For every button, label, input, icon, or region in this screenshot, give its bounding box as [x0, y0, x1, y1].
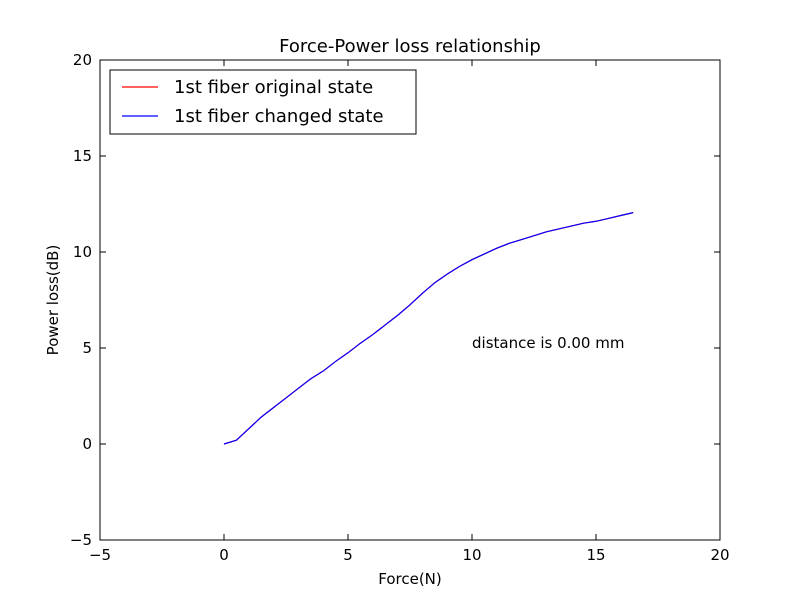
x-tick-label: 0: [219, 546, 229, 564]
legend-label-1: 1st fiber original state: [174, 77, 373, 98]
y-tick-label: −5: [70, 531, 92, 549]
x-tick-label: 10: [462, 546, 481, 564]
series-line-2: [223, 212, 634, 445]
legend-label-2: 1st fiber changed state: [174, 106, 384, 127]
legend: 1st fiber original state 1st fiber change…: [109, 69, 417, 135]
axes-frame: [99, 59, 721, 541]
y-tick-label: 0: [82, 435, 92, 453]
x-tick-label: 5: [343, 546, 353, 564]
legend-box: [109, 69, 417, 135]
annotation-text: distance is 0.00 mm: [472, 334, 624, 352]
x-axis-label: Force(N): [378, 570, 442, 588]
y-tick-label: 15: [73, 147, 92, 165]
x-tick-label: 20: [710, 546, 729, 564]
x-tick-label: −5: [89, 546, 111, 564]
y-axis-label: Power loss(dB): [44, 245, 62, 356]
plot-area: −5 0 5 10 15 20 −5 0 5 10 15 20 1st fiber original s…: [70, 51, 730, 564]
y-tick-label: 5: [82, 339, 92, 357]
x-tick-label: 15: [586, 546, 605, 564]
y-tick-label: 20: [73, 51, 92, 69]
chart-title: Force-Power loss relationship: [279, 36, 541, 57]
y-tick-label: 10: [73, 243, 92, 261]
